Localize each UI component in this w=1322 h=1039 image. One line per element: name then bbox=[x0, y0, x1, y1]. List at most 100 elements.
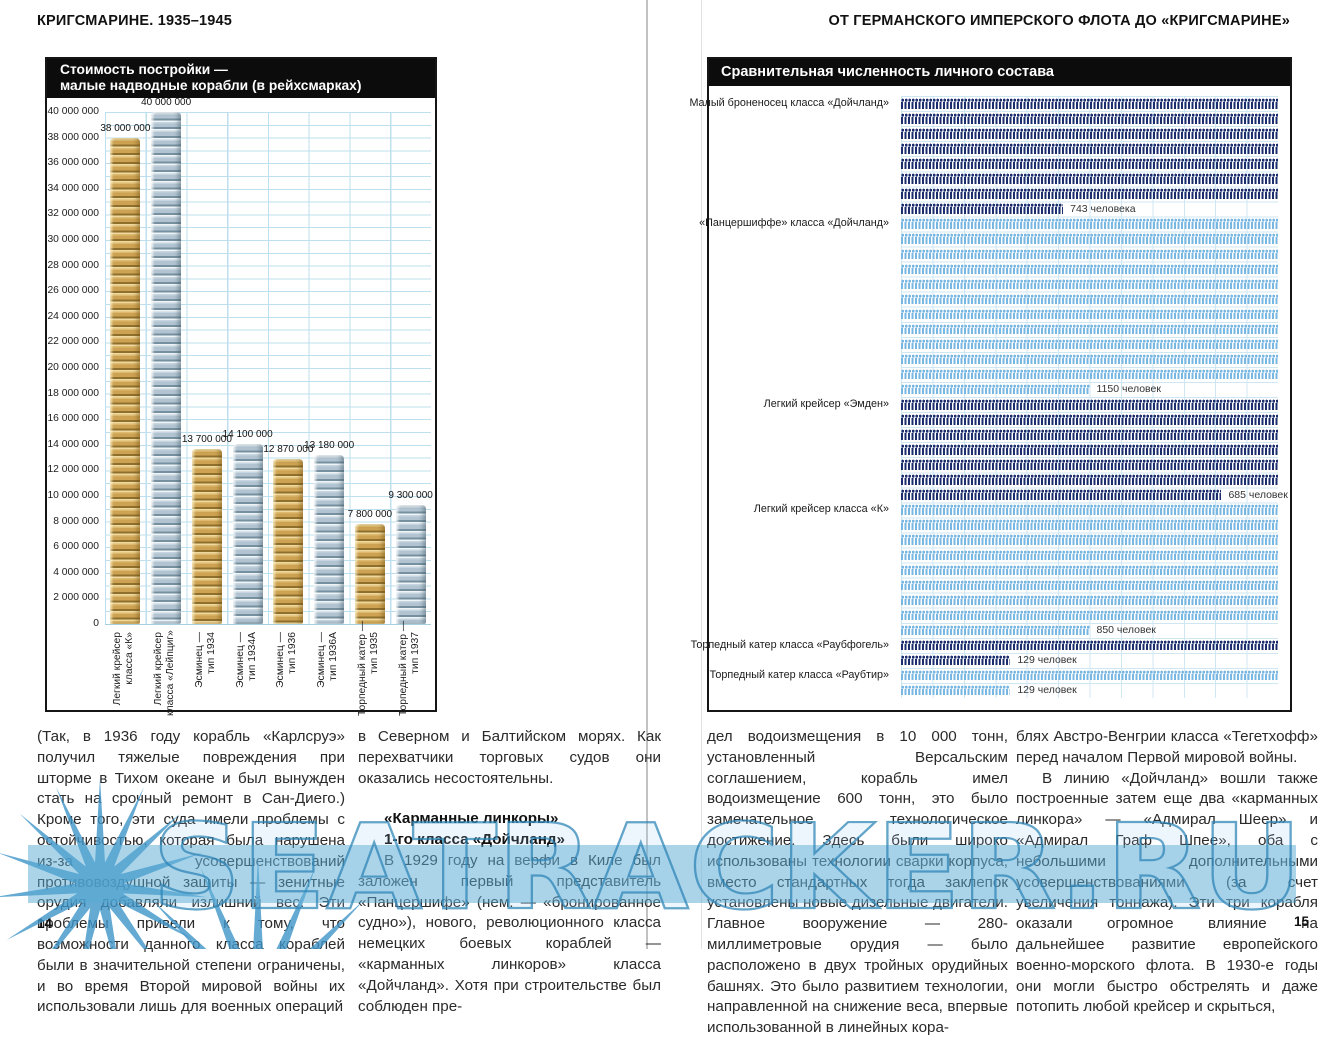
x-axis-category-label: Эсминец — тип 1936А bbox=[316, 632, 340, 716]
personnel-row bbox=[901, 474, 1278, 485]
y-axis-tick-label: 40 000 000 bbox=[47, 106, 99, 117]
section-heading-line1: «Карманные линкоры» bbox=[384, 810, 559, 828]
personnel-row bbox=[901, 519, 1278, 530]
page-number-left: 14 bbox=[37, 916, 53, 931]
y-axis-tick-label: 2 000 000 bbox=[53, 592, 99, 604]
personnel-row bbox=[901, 353, 1278, 365]
personnel-row bbox=[901, 338, 1278, 350]
personnel-row bbox=[901, 399, 1278, 410]
x-axis-category-label: Легкий крейсер класса «Лейпциг» bbox=[153, 630, 177, 716]
paragraph: (Так, в 1936 году корабль «Карлсруэ» пол… bbox=[37, 728, 345, 1016]
x-axis-category-label: Эсминец — тип 1934 bbox=[194, 632, 218, 716]
count-label: 685 человек bbox=[1228, 488, 1288, 501]
bar-value-label: 13 700 000 bbox=[181, 433, 232, 445]
personnel-pictogram: Малый броненосец класса «Дойчланд» 743 че… bbox=[689, 96, 1288, 701]
y-axis-tick-label: 28 000 000 bbox=[47, 259, 99, 271]
personnel-chart: Сравнительная численность личного состав… bbox=[689, 57, 1292, 712]
personnel-row bbox=[901, 504, 1278, 515]
page-number-right: 15 bbox=[1294, 914, 1310, 929]
paragraph: в Северном и Балтийском морях. Как перех… bbox=[358, 728, 661, 787]
x-axis-category-label: Торпедный катер — тип 1937 bbox=[397, 620, 422, 716]
personnel-row bbox=[901, 564, 1278, 576]
personnel-row bbox=[901, 218, 1278, 229]
page-edge-line bbox=[701, 0, 702, 949]
x-axis-label-line: Легкий крейсер bbox=[112, 632, 124, 706]
x-axis-label-line: Торпедный катер — bbox=[397, 620, 409, 716]
y-axis-tick-label: 30 000 000 bbox=[47, 234, 99, 245]
personnel-row bbox=[901, 98, 1278, 109]
count-label: 129 человек bbox=[1017, 654, 1077, 667]
personnel-row-partial bbox=[901, 684, 1011, 696]
x-axis-category-label: Эсминец — тип 1936 bbox=[275, 632, 299, 716]
coin-stack-bar bbox=[273, 459, 304, 624]
construction-cost-chart: Стоимость постройки — малые надводные ко… bbox=[45, 57, 437, 716]
group-label: «Панцершиффе» класса «Дойчланд» bbox=[699, 217, 889, 230]
personnel-chart-title: Сравнительная численность личного состав… bbox=[709, 59, 1290, 86]
group-label: Малый броненосец класса «Дойчланд» bbox=[689, 97, 889, 109]
bar-value-label: 38 000 000 bbox=[100, 122, 151, 134]
bar-value-label: 9 300 000 bbox=[388, 489, 433, 501]
paragraph: В линию «Дойчланд» вошли также построенн… bbox=[1016, 769, 1318, 1016]
left-text-column-1: (Так, в 1936 году корабль «Карлсруэ» пол… bbox=[37, 727, 345, 1018]
x-axis-label-line: класса «К» bbox=[124, 632, 136, 685]
count-label: 743 человека bbox=[1070, 202, 1136, 215]
group-label: Легкий крейсер класса «К» bbox=[753, 503, 889, 516]
personnel-row bbox=[901, 248, 1278, 259]
coin-stack-bar bbox=[151, 112, 182, 624]
y-axis-tick-label: 12 000 000 bbox=[47, 464, 99, 476]
x-axis-category-label: Эсминец — тип 1934А bbox=[235, 632, 259, 716]
y-axis-tick-label: 26 000 000 bbox=[47, 285, 99, 297]
y-axis-tick-label: 16 000 000 bbox=[47, 413, 99, 425]
group-label: Торпедный катер класса «Раубтир» bbox=[709, 668, 889, 681]
cost-chart-plot-grid: 38 000 000 40 000 000 13 700 000 14 100 000… bbox=[100, 97, 433, 625]
personnel-row bbox=[901, 263, 1278, 275]
count-label: 850 человек bbox=[1096, 624, 1156, 637]
x-axis-category-label: Торпедный катер — тип 1935 bbox=[356, 620, 381, 716]
personnel-row bbox=[901, 188, 1278, 199]
paragraph: дел водоизмещения в 10 000 тонн, установ… bbox=[707, 728, 1008, 1037]
x-axis-label-line: Эсминец — bbox=[316, 632, 328, 688]
personnel-row bbox=[901, 549, 1278, 560]
x-axis-label-line: тип 1936 bbox=[287, 632, 299, 674]
y-axis-tick-label: 8 000 000 bbox=[53, 515, 99, 527]
bar-value-label: 12 870 000 bbox=[263, 444, 314, 456]
section-heading: «Карманные линкоры» 1-го класса «Дойчлан… bbox=[358, 809, 661, 851]
x-axis-label-line: тип 1935 bbox=[368, 632, 380, 674]
x-axis-label-line: Торпедный катер — bbox=[356, 620, 368, 716]
y-axis-tick-label: 36 000 000 bbox=[47, 157, 99, 169]
coin-stack-bar bbox=[110, 137, 141, 624]
left-text-column-2: в Северном и Балтийском морях. Как перех… bbox=[358, 727, 661, 1017]
personnel-row bbox=[901, 669, 1278, 681]
group-label: Легкий крейсер «Эмден» bbox=[763, 398, 889, 410]
cost-chart-title-line1: Стоимость постройки — bbox=[60, 62, 228, 77]
x-axis-label-line: тип 1934А bbox=[246, 632, 258, 681]
section-heading-line2: 1-го класса «Дойчланд» bbox=[384, 831, 565, 849]
personnel-row-partial bbox=[901, 203, 1064, 214]
personnel-row bbox=[901, 278, 1278, 290]
left-running-head: КРИГСМАРИНЕ. 1935–1945 bbox=[37, 13, 233, 29]
x-axis-label-line: Эсминец — bbox=[234, 632, 246, 688]
cost-chart-title-line2: малые надводные корабли (в рейхсмарках) bbox=[60, 78, 362, 93]
personnel-row bbox=[901, 308, 1278, 320]
group-label: Торпедный катер класса «Раубфогель» bbox=[690, 638, 889, 651]
cost-chart-title: Стоимость постройки — малые надводные ко… bbox=[47, 59, 435, 98]
right-text-column-1: дел водоизмещения в 10 000 тонн, установ… bbox=[707, 727, 1008, 1039]
coin-stack-bar bbox=[354, 524, 385, 624]
personnel-row bbox=[901, 128, 1278, 139]
y-axis-tick-label: 14 000 000 bbox=[47, 438, 99, 450]
coin-stack-bar bbox=[395, 504, 426, 624]
y-axis-tick-label: 22 000 000 bbox=[47, 336, 99, 348]
x-axis-label-line: Легкий крейсер bbox=[153, 632, 165, 706]
y-axis-tick-label: 20 000 000 bbox=[47, 362, 99, 373]
personnel-row bbox=[901, 233, 1278, 244]
personnel-chart-body: Малый броненосец класса «Дойчланд» 743 че… bbox=[689, 96, 1290, 720]
personnel-row bbox=[901, 579, 1278, 591]
x-axis-label-line: Эсминец — bbox=[193, 632, 205, 688]
personnel-row bbox=[901, 143, 1278, 154]
personnel-row bbox=[901, 609, 1278, 621]
y-axis-tick-label: 18 000 000 bbox=[47, 387, 99, 399]
personnel-row-partial bbox=[901, 624, 1090, 636]
count-label: 1150 человек bbox=[1096, 383, 1161, 396]
y-axis-tick-label: 4 000 000 bbox=[53, 566, 99, 578]
